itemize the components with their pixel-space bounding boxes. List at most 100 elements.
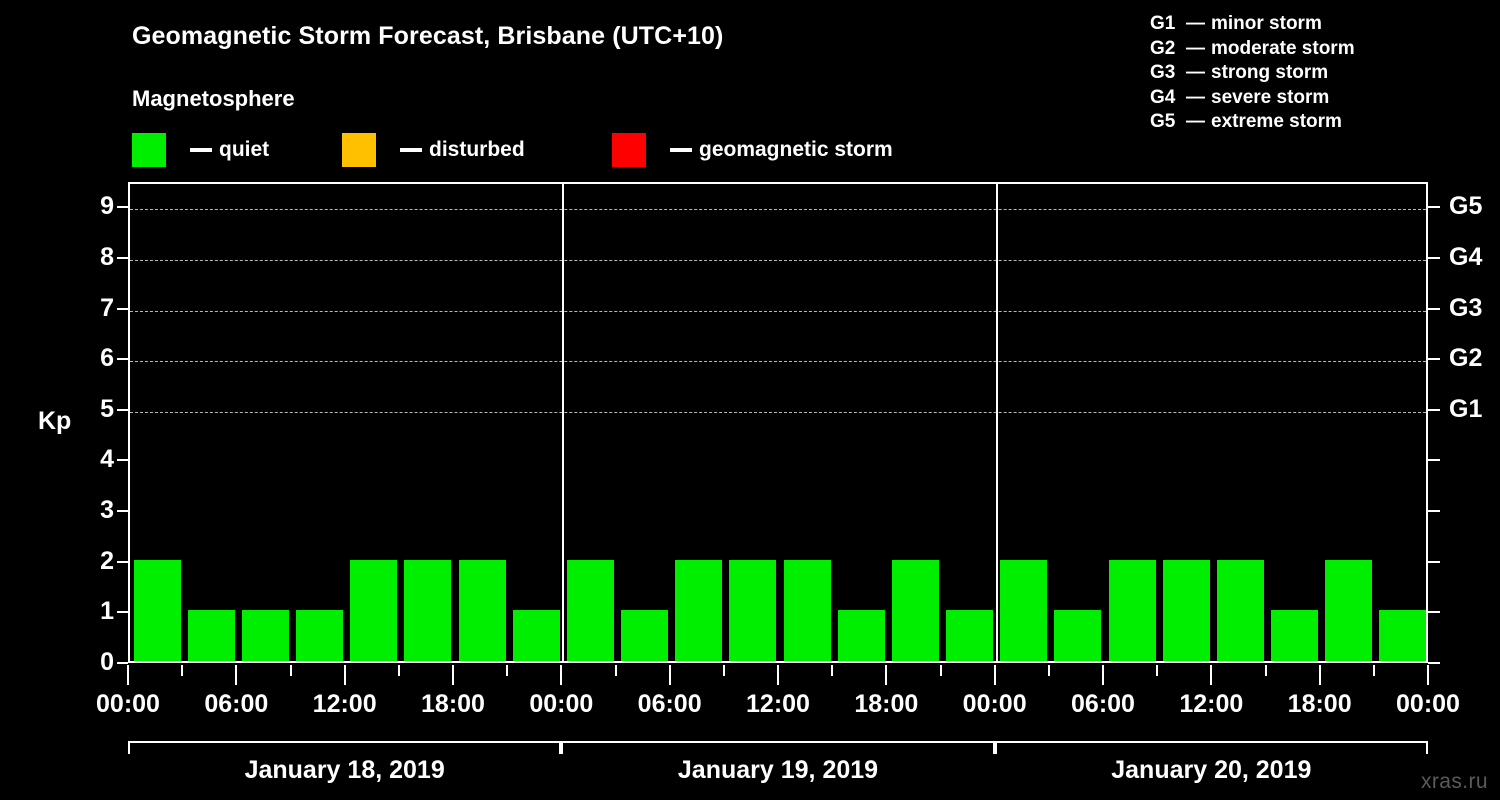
g-separator: —	[1186, 13, 1205, 34]
y-tick-label-6: 6	[100, 344, 114, 373]
x-tick-major	[993, 665, 996, 685]
y-tick-mark-9	[117, 206, 128, 209]
right-axis-tick-0	[1428, 662, 1440, 664]
x-tick-label: 06:00	[1071, 690, 1135, 718]
x-tick-minor	[181, 665, 184, 676]
x-tick-major	[452, 665, 454, 685]
y-tick-mark-3	[117, 510, 128, 513]
bar-kp	[512, 610, 560, 661]
legend-dash-icon	[400, 148, 422, 152]
bar-kp	[1271, 610, 1319, 661]
legend-entry-disturbed: disturbed	[342, 133, 525, 167]
gridline-kp-8	[130, 259, 1426, 261]
g-code: G5	[1150, 111, 1176, 132]
bar-kp	[837, 610, 885, 661]
bar-kp	[241, 610, 289, 661]
bar-kp	[458, 559, 506, 661]
g-separator: —	[1186, 37, 1205, 59]
g-description: moderate storm	[1211, 37, 1355, 59]
plot-area	[128, 182, 1428, 663]
x-tick-label: 00:00	[962, 690, 1027, 718]
right-axis-tick-2	[1428, 560, 1440, 563]
x-tick-label: 00:00	[529, 690, 594, 718]
y-tick-label-9: 9	[100, 192, 114, 221]
green-square-icon	[132, 133, 166, 167]
g-legend-row-g3: G3 — strong storm	[1150, 61, 1490, 86]
day-separator	[995, 184, 998, 661]
x-tick-minor	[614, 665, 617, 676]
g-separator: —	[1186, 111, 1205, 132]
x-tick-label: 18:00	[421, 690, 485, 718]
y-tick-label-8: 8	[100, 242, 114, 271]
g-tick-label-g5: G5	[1449, 192, 1483, 221]
gridline-kp-9	[130, 209, 1426, 211]
x-tick-minor	[1156, 665, 1159, 676]
watermark: xras.ru	[1421, 770, 1488, 793]
bar-kp	[566, 559, 614, 661]
g-tick-label-g2: G2	[1449, 344, 1483, 373]
x-tick-major	[560, 665, 563, 685]
date-bracket	[128, 741, 562, 754]
bar-kp	[729, 559, 777, 661]
bar-kp	[783, 559, 831, 661]
x-tick-major	[235, 665, 238, 685]
legend-dash-icon	[190, 148, 212, 152]
bar-kp	[946, 610, 994, 661]
legend-label: disturbed	[429, 138, 525, 161]
y-tick-mark-1	[117, 611, 128, 614]
date-label: January 18, 2019	[244, 756, 445, 784]
g-legend-row-g5: G5 — extreme storm	[1150, 110, 1490, 135]
x-tick-minor	[1047, 665, 1050, 676]
g-description: strong storm	[1211, 62, 1329, 83]
bar-kp	[296, 610, 344, 661]
x-tick-major	[343, 665, 346, 685]
x-tick-major	[777, 665, 779, 685]
y-tick-mark-8	[117, 256, 128, 259]
orange-square-icon	[342, 133, 376, 167]
x-tick-label: 00:00	[96, 690, 160, 718]
x-tick-minor	[1372, 665, 1375, 676]
y-tick-label-2: 2	[100, 546, 114, 575]
gridline-kp-5	[130, 411, 1426, 413]
legend-dash-icon	[670, 148, 692, 152]
x-tick-label: 00:00	[1396, 690, 1460, 718]
x-tick-major	[1210, 665, 1213, 685]
bar-kp	[133, 559, 181, 661]
g-code: G1	[1150, 13, 1176, 34]
y-tick-label-4: 4	[100, 445, 114, 474]
gridline-kp-7	[130, 310, 1426, 312]
date-label: January 20, 2019	[1111, 756, 1312, 784]
y-tick-label-0: 0	[100, 648, 114, 676]
x-tick-label: 06:00	[204, 690, 269, 718]
y-axis-title: Kp	[38, 407, 72, 435]
x-tick-minor	[289, 665, 292, 676]
x-tick-major	[127, 665, 129, 685]
bar-kp	[1216, 559, 1264, 661]
y-tick-label-7: 7	[100, 293, 114, 322]
date-bracket	[561, 741, 995, 754]
bar-kp	[1054, 610, 1102, 661]
right-axis-tick-1	[1428, 611, 1440, 614]
bar-kp	[404, 559, 452, 661]
g-code: G4	[1150, 86, 1176, 108]
legend-label: geomagnetic storm	[699, 138, 893, 161]
y-tick-label-3: 3	[100, 496, 114, 525]
page-title: Geomagnetic Storm Forecast, Brisbane (UT…	[132, 22, 724, 50]
day-separator	[562, 184, 565, 661]
g-tick-label-g4: G4	[1449, 242, 1483, 271]
gridline-kp-6	[130, 361, 1426, 363]
g-legend-row-g4: G4 — severe storm	[1150, 86, 1490, 111]
x-tick-minor	[722, 665, 725, 676]
y-tick-label-5: 5	[100, 394, 114, 423]
red-square-icon	[612, 133, 646, 167]
y-tick-mark-6	[117, 358, 128, 361]
x-tick-major	[1102, 665, 1104, 685]
y-tick-mark-2	[117, 560, 128, 563]
date-bracket	[994, 741, 1428, 754]
bars-layer	[130, 184, 1426, 661]
bar-kp	[350, 559, 398, 661]
x-tick-major	[1427, 665, 1429, 685]
section-label-magnetosphere: Magnetosphere	[132, 86, 295, 111]
bar-kp	[1108, 559, 1156, 661]
right-axis-tick-6	[1428, 358, 1440, 361]
